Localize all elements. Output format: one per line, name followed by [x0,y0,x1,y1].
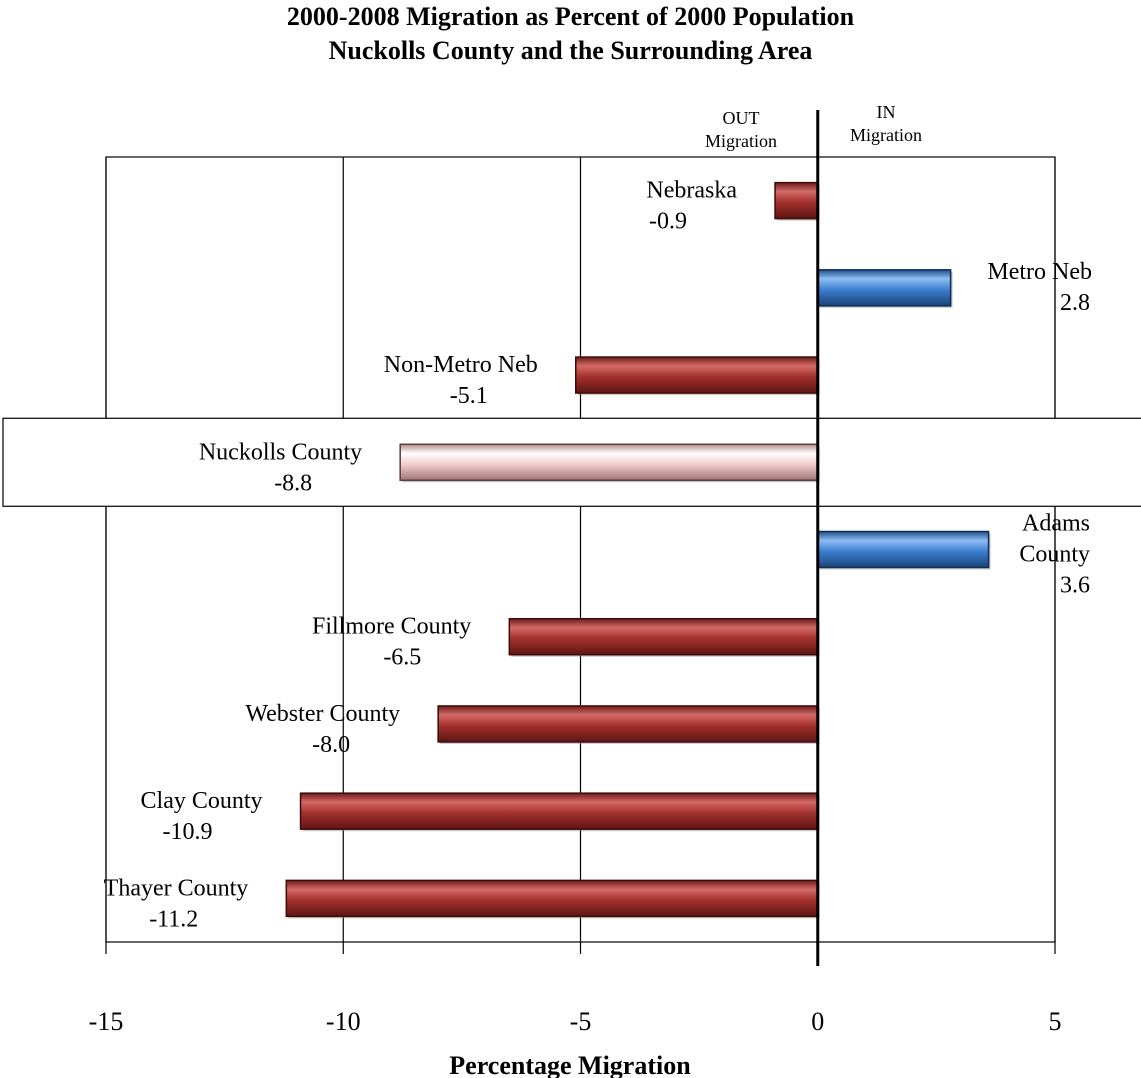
bar-fillmore-county [508,617,819,656]
x-tick-label: 0 [811,1007,824,1036]
bar-metro-neb [817,269,952,307]
data-label-name-adams-county: County [1019,542,1090,568]
data-label-value-non-metro-neb: -5.1 [450,383,488,409]
x-tick-label: -5 [570,1007,592,1036]
out-migration-label-line-2: Migration [705,131,777,151]
data-label-value-adams-county: 3.6 [1060,573,1090,599]
data-label-name-nebraska: Nebraska [646,178,737,204]
chart-title-line-1: 2000-2008 Migration as Percent of 2000 P… [286,2,855,31]
data-label-name-adams-county: Adams [1022,511,1090,537]
data-label-name-clay-county: Clay County [141,788,263,814]
bar-adams-county [817,530,990,569]
data-label-value-fillmore-county: -6.5 [383,645,421,671]
bar-webster-county [437,705,819,743]
chart-title-line-2: Nuckolls County and the Surrounding Area [328,36,813,65]
data-label-name-nuckolls-county: Nuckolls County [199,439,362,465]
x-axis-title: Percentage Migration [449,1051,691,1078]
data-label-name-fillmore-county: Fillmore County [312,614,471,640]
bar-non-metro-neb [575,356,819,394]
x-tick-label: -10 [326,1007,361,1036]
in-migration-label-line-2: Migration [850,125,922,145]
data-label-name-metro-neb: Metro Neb [987,259,1092,285]
data-label-value-thayer-county: -11.2 [149,906,198,932]
bar-clay-county [299,792,819,830]
data-label-name-thayer-county: Thayer County [104,875,249,901]
data-label-value-clay-county: -10.9 [163,819,213,845]
bar-nuckolls-county [399,443,819,482]
data-label-value-nebraska: -0.9 [649,209,687,235]
data-label-name-webster-county: Webster County [245,701,400,727]
bar-nebraska [774,181,819,220]
data-label-value-webster-county: -8.0 [312,732,350,758]
bar-thayer-county [285,879,819,918]
in-migration-label-line-1: IN [877,102,896,122]
data-label-name-non-metro-neb: Non-Metro Neb [384,352,538,378]
x-tick-label: -15 [89,1007,124,1036]
data-label-value-nuckolls-county: -8.8 [274,470,312,496]
data-label-value-metro-neb: 2.8 [1060,290,1090,316]
x-tick-label: 5 [1049,1007,1062,1036]
out-migration-label-line-1: OUT [723,108,760,128]
